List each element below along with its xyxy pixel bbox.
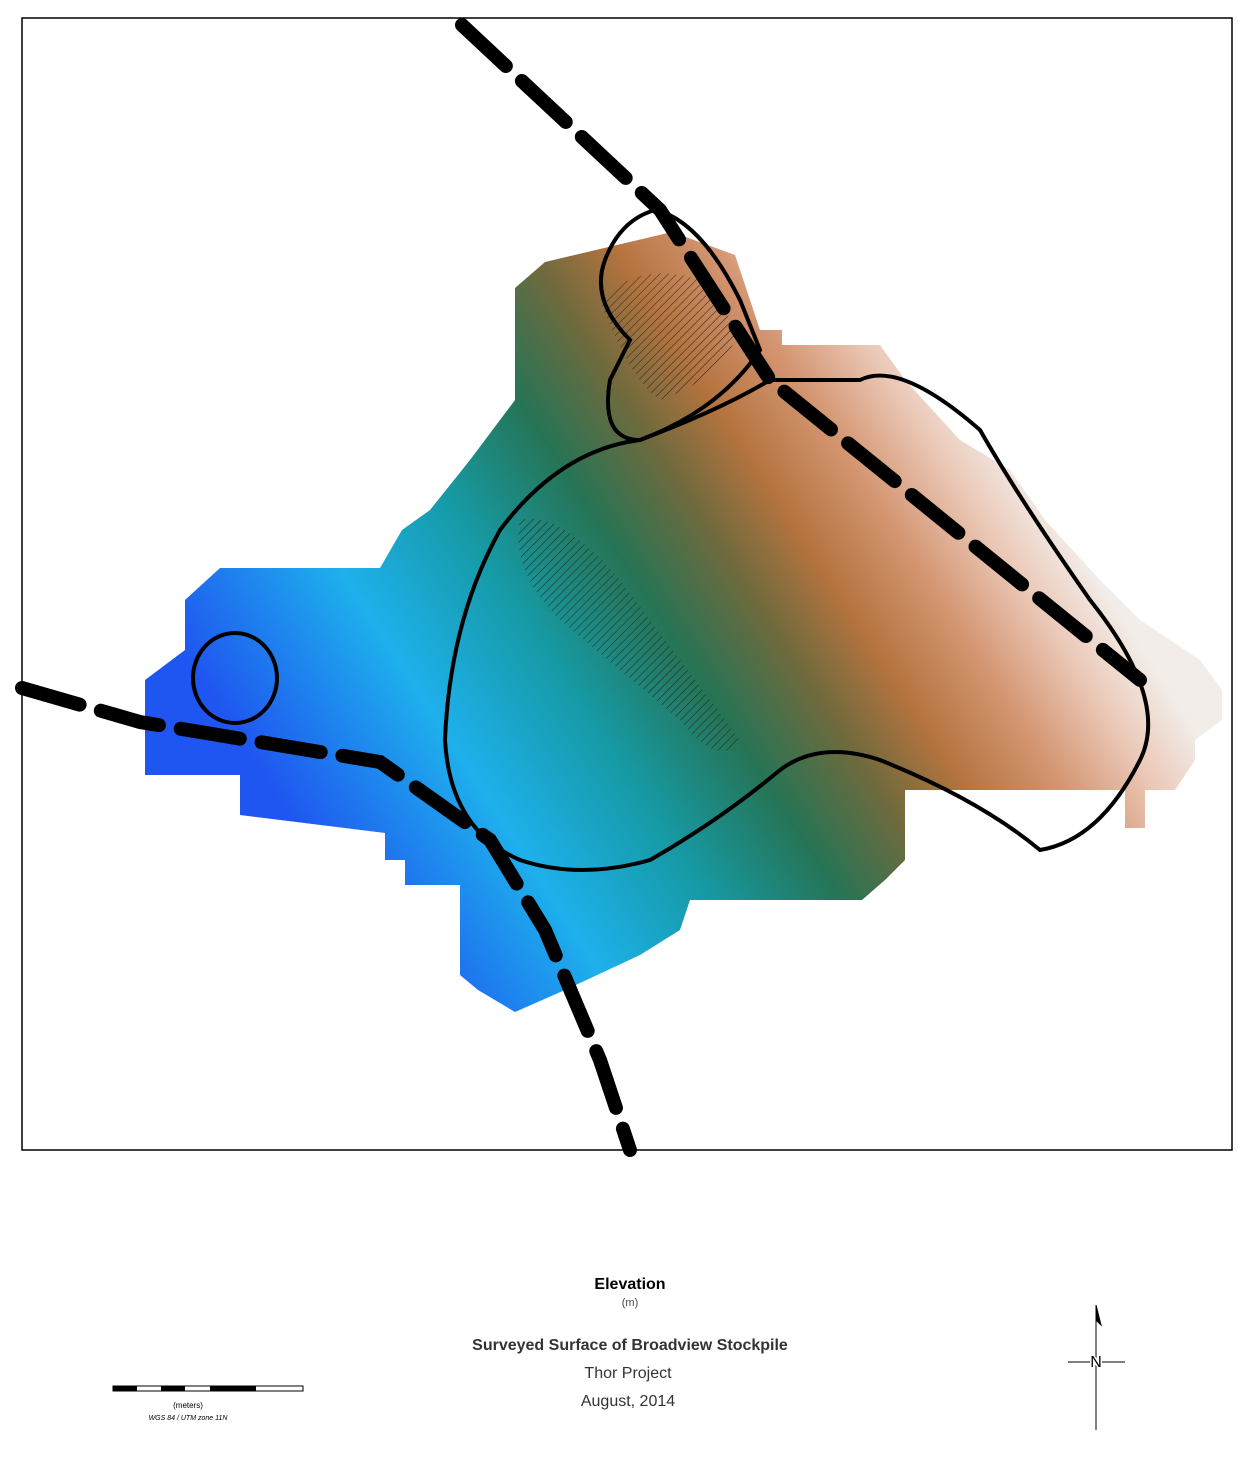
projection: WGS 84 / UTM zone 11N [149,1415,229,1422]
map-date: August, 2014 [581,1393,675,1410]
project-name: Thor Project [584,1365,672,1382]
scale-unit: (meters) [173,1401,203,1410]
legend-title: Elevation [594,1276,665,1293]
scale-bar [113,1386,303,1391]
legend-unit: (m) [622,1297,639,1309]
map-title: Surveyed Surface of Broadview Stockpile [472,1337,788,1354]
map-page: Elevation (m) Surveyed Surface of Broadv… [0,0,1248,1454]
north-label: N [1090,1354,1102,1371]
